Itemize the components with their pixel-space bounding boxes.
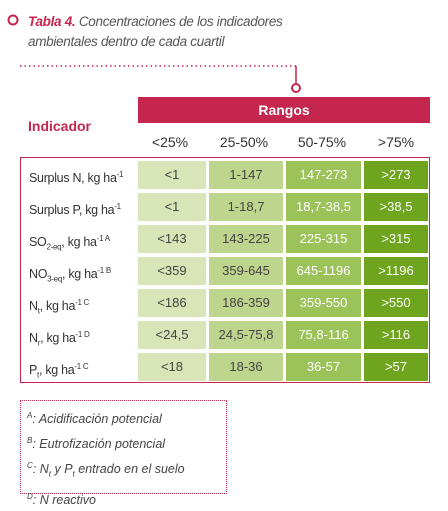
indicator: Surplus P, kg ha-1 <box>29 192 121 225</box>
column-header: >75% <box>377 134 415 150</box>
footnote: A: Acidificación potencial <box>27 405 220 430</box>
table-cell: >57 <box>364 353 428 381</box>
indicator: Surplus N, kg ha-1 <box>29 160 123 193</box>
table-cell: >38,5 <box>364 193 428 221</box>
table-cell: >550 <box>364 289 428 317</box>
table-cell: 24,5-75,8 <box>209 321 283 349</box>
table-cell: <1 <box>138 193 206 221</box>
table-cell: <18 <box>138 353 206 381</box>
note-key: D <box>27 491 33 501</box>
title: Tabla 4. Concentraciones de los indicado… <box>28 12 328 52</box>
table-cell: 225-315 <box>286 225 361 253</box>
table-row: NO3-eq, kg ha-1 B <359 359-645 645-1196 >11… <box>21 256 429 286</box>
note-key: B <box>27 436 33 446</box>
indicator: Pt, kg ha-1 C <box>29 352 89 391</box>
table-cell: 1-18,7 <box>209 193 283 221</box>
superscript: -1 D <box>75 330 90 339</box>
superscript: -1 <box>114 202 121 211</box>
table-cell: 645-1196 <box>286 257 361 285</box>
note-key: C <box>27 461 33 471</box>
group-header: Rangos <box>138 97 430 123</box>
indicator: Nt, kg ha-1 C <box>29 288 89 327</box>
column-header: 25-50% <box>219 134 269 150</box>
table-cell: <24,5 <box>138 321 206 349</box>
table-cell: 1-147 <box>209 161 283 189</box>
footnotes: A: Acidificación potencial B: Eutrofizac… <box>20 400 227 507</box>
subscript: t <box>48 469 51 479</box>
table-cell: 359-550 <box>286 289 361 317</box>
indicator: SO2-eq, kg ha-1 A <box>29 224 110 263</box>
text: N <box>29 331 38 346</box>
text: , kg ha <box>61 235 97 250</box>
column-header: <25% <box>151 134 189 150</box>
footnote: B: Eutrofización potencial <box>27 430 220 455</box>
table-cell: <359 <box>138 257 206 285</box>
footnote: C: Nt y Pt entrado en el suelo <box>27 455 220 486</box>
table-cell: 359-645 <box>209 257 283 285</box>
table-cell: 147-273 <box>286 161 361 189</box>
row-header: Indicador <box>28 118 92 134</box>
note-key: A <box>27 411 33 420</box>
table-cell: <1 <box>138 161 206 189</box>
text: , kg ha <box>40 331 76 346</box>
note-text: : Eutrofización potencial <box>32 437 166 452</box>
superscript: -1 C <box>74 362 89 371</box>
connector-dot <box>291 83 301 93</box>
title-label: Tabla 4. <box>28 14 76 29</box>
text: P <box>29 363 38 378</box>
table-cell: 143-225 <box>209 225 283 253</box>
table-cell: >315 <box>364 225 428 253</box>
subscript: t <box>37 306 40 316</box>
subscript: 3-eq <box>47 274 62 284</box>
note-text: : N <box>32 462 49 477</box>
footnote: D: N reactivo <box>27 486 220 511</box>
table-row: Surplus N, kg ha-1 <1 1-147 147-273 >273 <box>21 160 429 190</box>
note-text: entrado en el suelo <box>74 462 185 477</box>
subscript: t <box>72 469 75 479</box>
title-decoration <box>7 14 301 93</box>
table-cell: >1196 <box>364 257 428 285</box>
superscript: -1 B <box>97 266 111 275</box>
superscript: -1 C <box>75 298 90 307</box>
title-text: Concentraciones de los indicadores ambie… <box>28 14 283 49</box>
subscript: r <box>37 338 41 348</box>
text: SO <box>29 235 47 250</box>
table-cell: >116 <box>364 321 428 349</box>
indicator: NO3-eq, kg ha-1 B <box>29 256 111 295</box>
text: Surplus P, kg ha <box>29 203 115 218</box>
table-row: Surplus P, kg ha-1 <1 1-18,7 18,7-38,5 >38,… <box>21 192 429 222</box>
table-cell: 18-36 <box>209 353 283 381</box>
table-cell: 186-359 <box>209 289 283 317</box>
table-cell: 18,7-38,5 <box>286 193 361 221</box>
subscript: 2-eq <box>46 242 62 252</box>
text: , kg ha <box>38 363 75 378</box>
table-cell: <143 <box>138 225 206 253</box>
table-cell: 75,8-116 <box>286 321 361 349</box>
subscript: t <box>37 370 39 380</box>
text: , kg ha <box>39 299 76 314</box>
note-text: y P <box>51 462 73 477</box>
table-cell: >273 <box>364 161 428 189</box>
note-text: : Acidificación potencial <box>32 412 162 427</box>
table-row: Nt, kg ha-1 C <186 186-359 359-550 >550 <box>21 288 429 318</box>
text: Surplus N, kg ha <box>29 171 117 186</box>
text: NO <box>29 267 48 282</box>
table-cell: <186 <box>138 289 206 317</box>
note-text: : N reactivo <box>32 493 96 508</box>
superscript: -1 A <box>96 234 110 243</box>
text: , kg ha <box>61 267 98 282</box>
superscript: -1 <box>116 170 124 179</box>
table: Surplus N, kg ha-1 <1 1-147 147-273 >273 Su… <box>20 157 430 383</box>
indicator: Nr, kg ha-1 D <box>29 320 90 359</box>
table-row: Nr, kg ha-1 D <24,5 24,5-75,8 75,8-116 >116 <box>21 320 429 350</box>
page: {"title": {"label": "Tabla 4.", "text": … <box>7 12 430 508</box>
bullet-icon <box>7 14 19 26</box>
text: N <box>29 299 38 314</box>
table-cell: 36-57 <box>286 353 361 381</box>
column-header: 50-75% <box>297 134 347 150</box>
table-row: Pt, kg ha-1 C <18 18-36 36-57 >57 <box>21 352 429 382</box>
table-row: SO2-eq, kg ha-1 A <143 143-225 225-315 >315 <box>21 224 429 254</box>
